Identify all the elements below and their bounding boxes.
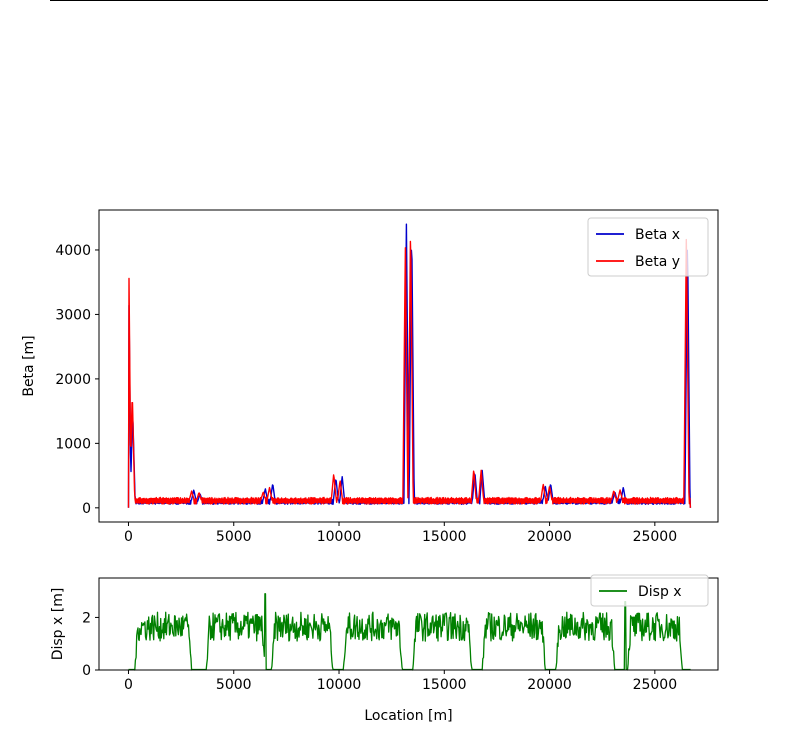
disp-legend: Disp x bbox=[590, 574, 709, 607]
beta-y-tick-label: 1000 bbox=[55, 436, 91, 452]
beta-legend: Beta x Beta y bbox=[587, 217, 709, 277]
beta-panel: 0 5000 10000 15000 20000 25000 0 1000 2000 3000 40… bbox=[21, 209, 719, 545]
disp-axes-frame bbox=[98, 577, 719, 671]
series-line-beta-y bbox=[127, 238, 692, 508]
legend-entry-label: Beta y bbox=[635, 254, 680, 270]
legend-entry-label: Beta x bbox=[635, 227, 680, 243]
disp-x-tick-label: 25000 bbox=[633, 677, 678, 693]
disp-y-axis-label: Disp x [m] bbox=[50, 588, 66, 661]
disp-panel: 0 5000 10000 15000 20000 25000 0 2 Disp x [m] L… bbox=[50, 574, 719, 724]
disp-x-tick-label: 15000 bbox=[422, 677, 467, 693]
disp-x-tick-label: 20000 bbox=[527, 677, 572, 693]
beta-y-tick-label: 2000 bbox=[55, 372, 91, 388]
beta-x-tick-label: 10000 bbox=[317, 529, 362, 545]
beta-y-axis-label: Beta [m] bbox=[21, 335, 37, 396]
beta-x-tick-label: 15000 bbox=[422, 529, 467, 545]
beta-y-tick-label: 0 bbox=[82, 501, 91, 517]
beta-y-tick-label: 3000 bbox=[55, 307, 91, 323]
beta-x-tick-label: 0 bbox=[124, 529, 133, 545]
beta-x-tick-label: 25000 bbox=[633, 529, 678, 545]
beta-y-tick-label: 4000 bbox=[55, 243, 91, 259]
disp-y-tick-label: 0 bbox=[82, 663, 91, 679]
beta-x-tick-label: 20000 bbox=[527, 529, 572, 545]
disp-x-tick-label: 10000 bbox=[317, 677, 362, 693]
top-border-line bbox=[50, 0, 768, 1]
disp-x-tick-label: 5000 bbox=[216, 677, 252, 693]
legend-box bbox=[590, 574, 709, 607]
x-axis-label: Location [m] bbox=[364, 708, 452, 724]
beta-axes-frame bbox=[98, 209, 719, 523]
legend-entry-label: Disp x bbox=[638, 584, 682, 600]
disp-x-tick-label: 0 bbox=[124, 677, 133, 693]
disp-y-tick-label: 2 bbox=[82, 610, 91, 626]
beta-x-tick-label: 5000 bbox=[216, 529, 252, 545]
